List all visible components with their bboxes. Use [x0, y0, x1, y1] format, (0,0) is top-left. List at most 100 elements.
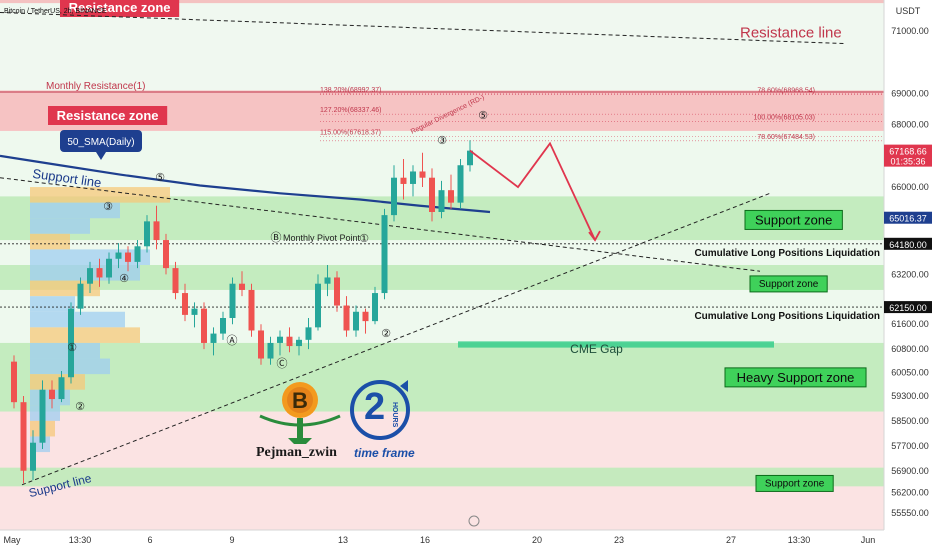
price-tick: 58500.00 [891, 416, 929, 426]
candle-body [258, 330, 264, 359]
replay-icon[interactable] [468, 515, 480, 527]
candle-body [201, 308, 207, 343]
liquidation-label-1: Cumulative Long Positions Liquidation [694, 248, 880, 259]
price-tick: 61600.00 [891, 319, 929, 329]
sma-label: 50_SMA(Daily) [67, 137, 134, 148]
wave-label: ① [67, 341, 77, 354]
svg-text:B: B [292, 388, 308, 413]
wave-label: Ⓑ [271, 231, 282, 244]
volume-bar [30, 342, 100, 359]
candle-body [20, 402, 27, 471]
price-tick: 69000.00 [891, 89, 929, 99]
monthly-resistance-label: Monthly Resistance(1) [46, 81, 145, 92]
zone-label-4: Heavy Support zone [737, 370, 855, 385]
logo-word: HOURS [391, 402, 398, 428]
sma-label-pointer [96, 152, 106, 160]
candle-body [144, 221, 150, 247]
price-tick: 71000.00 [891, 26, 929, 36]
currency-label: USDT [896, 6, 921, 16]
wave-label: ⑤ [478, 109, 488, 122]
chart-title: Bitcoin / TetherUS, 2h, BINANCE [4, 8, 107, 15]
author-name: Pejman_zwin [256, 445, 337, 460]
wave-label: ③ [437, 134, 447, 147]
zone-label-bg-2 [744, 209, 843, 230]
price-label-2: 64180.00 [889, 240, 927, 250]
wave-label: ① [359, 232, 369, 245]
time-tick: 6 [147, 535, 152, 545]
fib-label: 78.60%(67484.53) [757, 134, 815, 141]
zone-label-5: Support zone [765, 478, 825, 489]
candle-body [286, 336, 293, 347]
wave-label: ⑤ [155, 171, 165, 184]
support-trendline-lower [21, 192, 771, 486]
volume-bar [30, 311, 125, 328]
fib-label: 115.00%(67618.37) [320, 130, 381, 137]
support-trendline-upper [0, 177, 761, 272]
candle-body [315, 283, 321, 328]
price-tick: 56200.00 [891, 488, 929, 498]
candle-body [438, 190, 445, 212]
monthly-pivot-label: Monthly Pivot Point [283, 233, 361, 243]
candle-body [106, 258, 112, 278]
zone-label-3: Support zone [759, 279, 819, 290]
time-tick: 16 [420, 535, 430, 545]
candle-body [30, 442, 36, 471]
candle-body [391, 177, 397, 216]
zone-label-bg-5 [755, 474, 834, 492]
time-tick: Jun [861, 535, 876, 545]
price-axis-bg [884, 0, 932, 550]
candle-body [191, 308, 198, 315]
candle-body [182, 293, 188, 315]
candle-body [467, 150, 473, 166]
price-label-1: 65016.37 [889, 214, 927, 224]
wave-label: ③ [103, 200, 113, 213]
volume-bar [30, 233, 70, 250]
time-tick: 20 [532, 535, 542, 545]
liquidation-label-2: Cumulative Long Positions Liquidation [694, 311, 880, 322]
wave-label: ② [381, 327, 391, 340]
time-tick: May [3, 535, 21, 545]
price-label-bg-0 [884, 144, 932, 167]
price-tick: 55550.00 [891, 508, 929, 518]
candle-body [163, 240, 169, 269]
resistance-line-label: Resistance line [740, 24, 842, 41]
zone-label-bg-1 [48, 106, 168, 125]
candle-body [134, 246, 141, 262]
candle-body [11, 361, 17, 403]
candle-body [457, 165, 464, 203]
candle-body [419, 171, 426, 178]
candle-body [353, 311, 359, 331]
price-label-bg-2 [884, 237, 932, 250]
price-label-3: 62150.00 [889, 303, 927, 313]
zone-support-5 [0, 467, 884, 487]
candle-body [400, 177, 407, 184]
zone-label-bg-0 [60, 0, 180, 17]
wave-label: ④ [119, 272, 129, 285]
time-tick: 23 [614, 535, 624, 545]
price-tick: 63200.00 [891, 269, 929, 279]
volume-bar [30, 374, 85, 390]
zone-label-1: Resistance zone [57, 108, 159, 123]
candle-body [153, 221, 160, 241]
bitcoin-tree-icon: B [259, 382, 341, 444]
zone-label-0: Resistance zone [69, 0, 171, 15]
fib-label: 127.20%(68337.46) [320, 107, 382, 114]
hours-timeframe-icon [350, 380, 410, 440]
zone-label-2: Support zone [755, 212, 832, 227]
branding-logo: B 2 HOURS time frame Pejman_zwin [250, 372, 420, 464]
price-tick: 57700.00 [891, 441, 929, 451]
candle-body [429, 177, 435, 212]
wave-label: Ⓒ [277, 357, 288, 370]
fib-label: 100.00%(68105.03) [754, 114, 816, 121]
zone-gap-6 [458, 341, 774, 348]
candle-body [96, 268, 103, 278]
price-tick: 60050.00 [891, 368, 929, 378]
zone-label-bg-4 [724, 367, 867, 388]
price-tick: 59300.00 [891, 391, 929, 401]
price-label-bg-1 [884, 211, 932, 224]
sma-label-bg [60, 130, 142, 152]
volume-bar [30, 202, 120, 219]
candle-body [410, 171, 416, 184]
time-tick: 13 [338, 535, 348, 545]
